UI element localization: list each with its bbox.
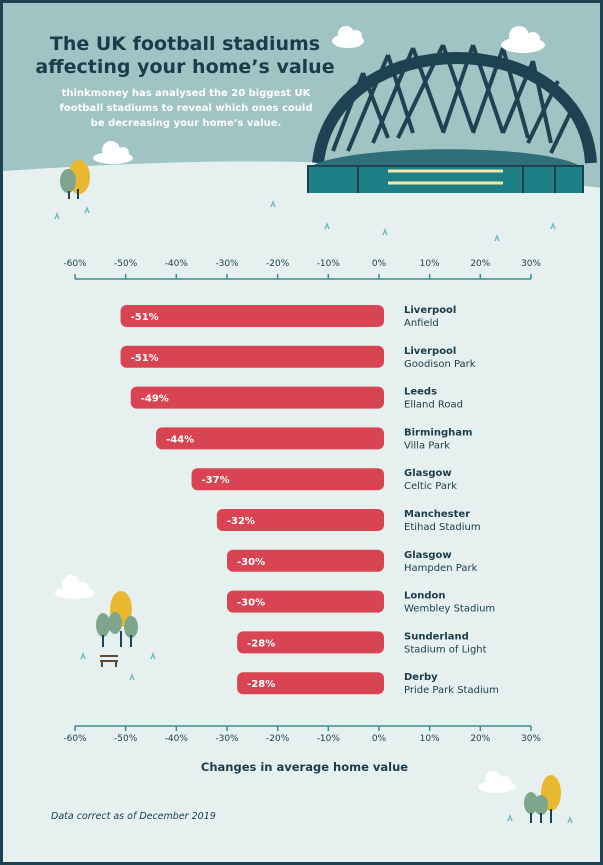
category-stadium-label: Goodison Park bbox=[404, 359, 476, 370]
x-tick-label: -20% bbox=[266, 734, 290, 744]
bar-value-label: -28% bbox=[247, 679, 275, 690]
category-city-label: Leeds bbox=[404, 387, 437, 398]
bar bbox=[120, 345, 384, 368]
footnote: Data correct as of December 2019 bbox=[51, 811, 216, 822]
bar-value-label: -30% bbox=[237, 557, 265, 568]
bar bbox=[237, 631, 384, 654]
bar bbox=[237, 672, 384, 695]
x-tick-label: 20% bbox=[470, 734, 490, 744]
x-tick-label: 0% bbox=[372, 734, 387, 744]
cloud-icon bbox=[501, 26, 545, 53]
category-city-label: Sunderland bbox=[404, 631, 469, 642]
cloud-icon bbox=[93, 141, 133, 164]
x-axis-label: Changes in average home value bbox=[200, 760, 409, 774]
category-city-label: London bbox=[404, 591, 446, 602]
x-tick-label: -60% bbox=[63, 734, 87, 744]
cloud-icon bbox=[478, 771, 516, 793]
axes: -60% -50% -40% -30% -20% -10% 0% 10% 20% 30% -60% -… bbox=[63, 259, 541, 744]
category-city-label: Manchester bbox=[404, 509, 470, 520]
title-line-1: The UK football stadiums bbox=[49, 33, 321, 55]
category-stadium-label: Villa Park bbox=[404, 440, 450, 451]
cloud-icon bbox=[332, 26, 364, 48]
x-tick-label: 10% bbox=[420, 259, 440, 269]
bar bbox=[120, 305, 384, 327]
bar-value-label: -32% bbox=[227, 516, 255, 527]
bar bbox=[216, 509, 384, 531]
bar bbox=[227, 549, 384, 572]
bar bbox=[191, 468, 384, 491]
category-stadium-label: Celtic Park bbox=[404, 481, 457, 492]
tree-icon bbox=[60, 160, 90, 199]
bar bbox=[156, 427, 384, 450]
stadium-illustration bbox=[307, 44, 597, 193]
x-tick-label: -30% bbox=[215, 734, 239, 744]
bar-value-label: -37% bbox=[202, 475, 230, 486]
category-city-label: Derby bbox=[404, 672, 438, 683]
category-stadium-label: Wembley Stadium bbox=[404, 604, 495, 615]
bench-icon bbox=[100, 655, 118, 667]
x-tick-label: -60% bbox=[63, 259, 87, 269]
category-stadium-label: Etihad Stadium bbox=[404, 522, 481, 533]
cloud-icon bbox=[55, 575, 95, 599]
x-tick-label: -10% bbox=[317, 259, 341, 269]
category-stadium-label: Elland Road bbox=[404, 400, 463, 411]
x-tick-label: -40% bbox=[165, 259, 189, 269]
header-background bbox=[3, 3, 600, 193]
x-tick-label: 10% bbox=[420, 734, 440, 744]
category-stadium-label: Stadium of Light bbox=[404, 644, 487, 655]
bars: -51% Liverpool Anfield -51% Liverpool Goodiso… bbox=[120, 305, 499, 696]
category-city-label: Liverpool bbox=[404, 305, 456, 316]
page-title: The UK football stadiums affecting your … bbox=[25, 33, 345, 79]
bar-value-label: -44% bbox=[166, 434, 194, 445]
bar-value-label: -28% bbox=[247, 638, 275, 649]
category-stadium-label: Hampden Park bbox=[404, 563, 478, 574]
category-stadium-label: Anfield bbox=[404, 318, 439, 329]
x-tick-label: 0% bbox=[372, 259, 387, 269]
x-tick-label: -40% bbox=[165, 734, 189, 744]
bar bbox=[227, 590, 384, 613]
page-subtitle: thinkmoney has analysed the 20 biggest U… bbox=[59, 88, 313, 129]
x-tick-label: -50% bbox=[114, 734, 138, 744]
title-line-2: affecting your home’s value bbox=[35, 56, 335, 78]
x-tick-label: 30% bbox=[521, 734, 541, 744]
tree-icon bbox=[524, 775, 561, 823]
grass-tufts bbox=[54, 199, 573, 824]
bar-value-label: -49% bbox=[141, 394, 169, 405]
x-tick-label: 20% bbox=[470, 259, 490, 269]
bar-value-label: -51% bbox=[131, 353, 159, 364]
x-tick-label: -20% bbox=[266, 259, 290, 269]
category-city-label: Glasgow bbox=[404, 468, 452, 479]
category-city-label: Birmingham bbox=[404, 427, 472, 438]
bar-value-label: -30% bbox=[237, 598, 265, 609]
x-tick-label: -50% bbox=[114, 259, 138, 269]
x-tick-label: 30% bbox=[521, 259, 541, 269]
bar bbox=[130, 386, 384, 409]
category-stadium-label: Pride Park Stadium bbox=[404, 685, 499, 696]
x-tick-label: -30% bbox=[215, 259, 239, 269]
bar-value-label: -51% bbox=[131, 312, 159, 323]
header-hill bbox=[3, 3, 600, 188]
category-city-label: Glasgow bbox=[404, 550, 452, 561]
tree-icon bbox=[96, 591, 138, 647]
x-tick-label: -10% bbox=[317, 734, 341, 744]
bar-chart: -60% -50% -40% -30% -20% -10% 0% 10% 20% 30% -60% -… bbox=[54, 160, 573, 824]
category-city-label: Liverpool bbox=[404, 346, 456, 357]
